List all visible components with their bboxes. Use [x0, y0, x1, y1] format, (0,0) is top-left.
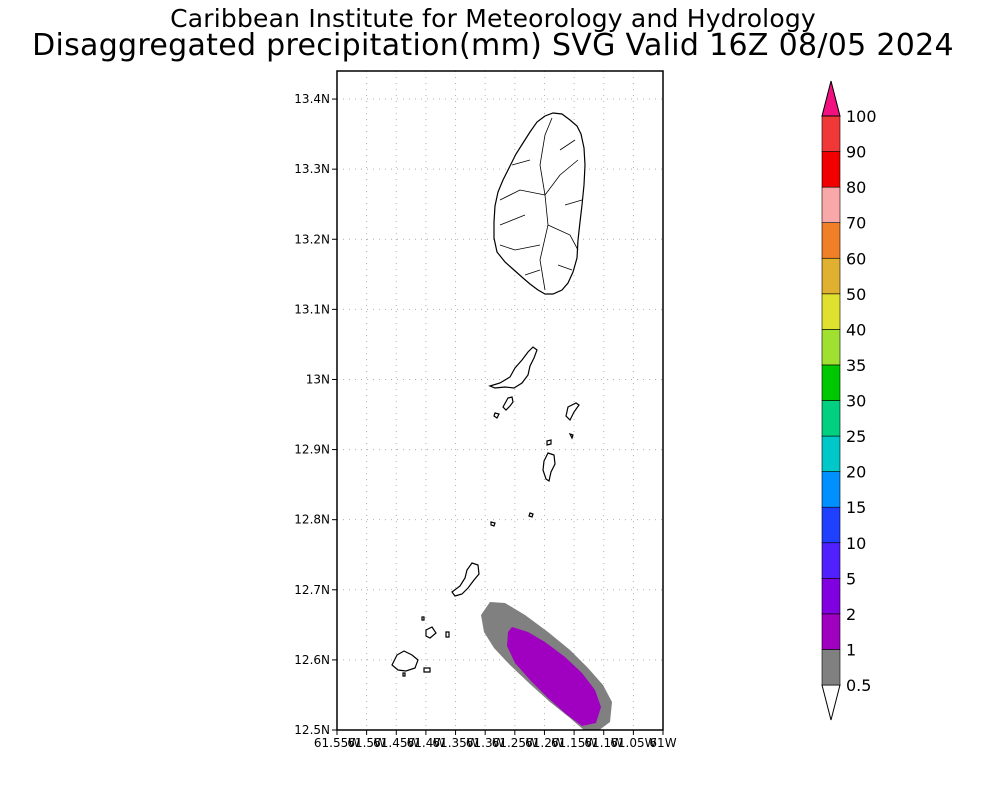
lon-tick-label: 61.5W [347, 736, 386, 750]
watershed-line [499, 244, 541, 251]
colorbar-max-arrow [821, 80, 841, 117]
map-frame [336, 70, 664, 731]
latitude-axis: 13.4N 13.3N 13.2N 13.1N 13N 12.9N 12.8N 12.7N 12… [294, 92, 337, 737]
island-islet [425, 626, 437, 639]
colorbar-segment [821, 435, 841, 472]
precip-area-2mm [507, 627, 601, 726]
colorbar-segment [821, 222, 841, 259]
colorbar-level-label: 15 [846, 498, 866, 517]
watershed-line [564, 199, 583, 206]
lon-tick-label: 61.25W [492, 736, 538, 750]
lon-tick-label: 61W [649, 736, 676, 750]
colorbar-segment [821, 649, 841, 686]
lon-tick-label: 61.15W [551, 736, 597, 750]
island-st-vincent [493, 112, 586, 295]
colorbar-segment [821, 293, 841, 330]
island-union [451, 562, 480, 597]
watershed-line [544, 159, 579, 196]
precip-areas [481, 602, 612, 730]
lat-tick-label: 12.5N [294, 723, 330, 737]
colorbar-level-label: 0.5 [846, 676, 871, 695]
longitude-axis: 61.55W61.5W61.45W61.4W61.35W61.3W61.25W6… [314, 730, 677, 750]
map-subtitle: Disaggregated precipitation(mm) SVG Vali… [32, 28, 954, 63]
island-islet [502, 396, 514, 411]
watershed-line [499, 189, 546, 201]
colorbar-segment [821, 151, 841, 188]
lon-tick-label: 61.45W [373, 736, 419, 750]
colorbar-level-label: 50 [846, 285, 866, 304]
lat-tick-label: 13N [306, 372, 330, 386]
colorbar-segment [821, 400, 841, 437]
watershed-line [557, 264, 573, 271]
colorbar-level-label: 5 [846, 569, 856, 588]
island-islet [423, 667, 431, 673]
island-carriacou [391, 650, 419, 672]
watershed-line [559, 139, 576, 151]
lon-tick-label: 61.3W [466, 736, 505, 750]
lon-tick-label: 61.2W [525, 736, 564, 750]
lat-tick-label: 12.7N [294, 583, 330, 597]
colorbar-level-label: 35 [846, 356, 866, 375]
island-islet [445, 631, 450, 638]
colorbar-level-label: 40 [846, 320, 866, 339]
colorbar-segment [821, 115, 841, 152]
lon-tick-label: 61.55W [314, 736, 360, 750]
colorbar-level-label: 1 [846, 640, 856, 659]
colorbar-level-label: 60 [846, 249, 866, 268]
colorbar-segment [821, 578, 841, 615]
island-islet [568, 432, 574, 440]
colorbar-level-label: 100 [846, 107, 877, 126]
lon-tick-label: 61.35W [432, 736, 478, 750]
lat-tick-label: 12.8N [294, 513, 330, 527]
watershed-line [547, 224, 579, 251]
colorbar-level-label: 70 [846, 214, 866, 233]
colorbar-level-label: 10 [846, 534, 866, 553]
island-islet [546, 439, 552, 446]
colorbar-segment [821, 257, 841, 295]
island-bequia [488, 346, 538, 389]
lon-tick-label: 61.4W [407, 736, 446, 750]
lat-tick-label: 12.9N [294, 443, 330, 457]
colorbar-segment [821, 506, 841, 544]
colorbar-level-label: 80 [846, 178, 866, 197]
colorbar-segment [821, 613, 841, 650]
colorbar-level-label: 30 [846, 392, 866, 411]
island-islet [421, 616, 425, 621]
lat-tick-label: 13.3N [294, 162, 330, 176]
watershed-line [539, 117, 553, 196]
island-islet [402, 672, 406, 677]
colorbar-segment [821, 329, 841, 366]
watershed-line [539, 194, 549, 291]
lat-tick-label: 12.6N [294, 653, 330, 667]
colorbar-segment [821, 471, 841, 508]
lat-tick-label: 13.2N [294, 232, 330, 246]
island-islet [493, 412, 500, 419]
colorbar-level-label: 90 [846, 143, 866, 162]
map-title: Caribbean Institute for Meteorology and … [170, 4, 816, 33]
map-grid [337, 71, 663, 730]
lat-tick-label: 13.1N [294, 302, 330, 316]
colorbar-segment [821, 186, 841, 223]
coastlines [391, 112, 586, 677]
island-canouan [542, 452, 556, 482]
colorbar-level-label: 25 [846, 427, 866, 446]
colorbar-level-label: 20 [846, 463, 866, 482]
lon-tick-label: 61.05W [610, 736, 656, 750]
island-islet [528, 512, 534, 518]
watershed-line [511, 159, 531, 166]
watershed-line [499, 214, 526, 226]
island-mustique [565, 402, 580, 422]
colorbar-level-label: 2 [846, 605, 856, 624]
colorbar-segment [821, 364, 841, 401]
colorbar-min-arrow [821, 684, 841, 721]
island-islet [490, 521, 496, 527]
lon-tick-label: 61.1W [584, 736, 623, 750]
watershed-line [524, 269, 541, 276]
colorbar-segment [821, 542, 841, 579]
lat-tick-label: 13.4N [294, 92, 330, 106]
